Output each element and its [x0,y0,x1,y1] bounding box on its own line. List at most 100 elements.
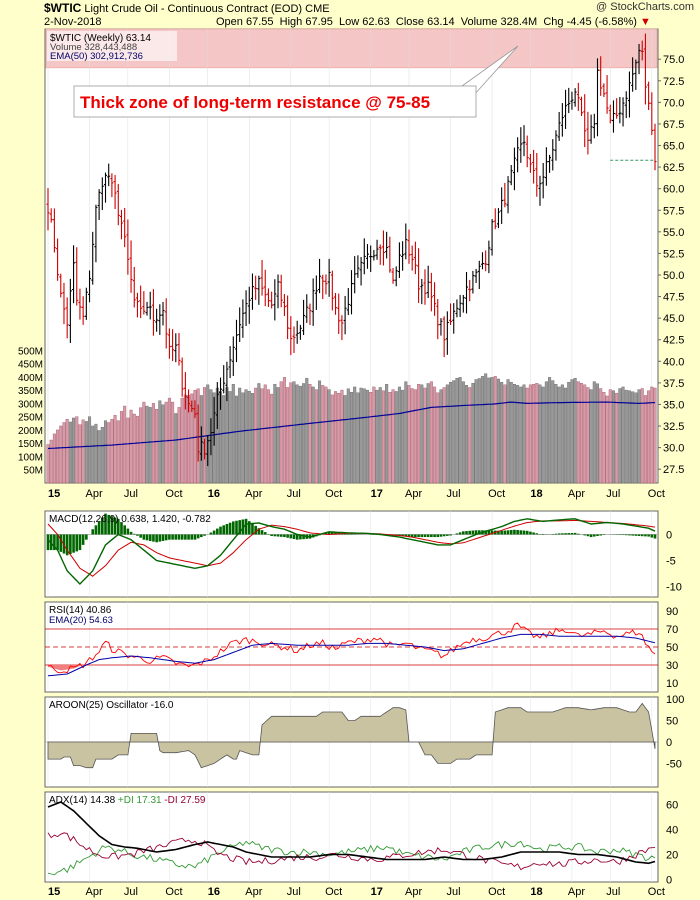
volume-bar [234,395,238,484]
volume-bar [512,384,516,484]
volume-bar [640,388,644,484]
macd-histogram-bar [244,518,248,535]
volume-bar [404,381,408,484]
price-bar [551,139,555,171]
x-axis-label: Jul [606,488,620,500]
macd-histogram-bar [525,530,529,535]
volume-bar [321,385,325,484]
adx-legend: ADX(14) 14.38 +DI 17.31 -DI 27.59 [49,795,206,806]
volume-bar [308,384,312,484]
legend-ema: EMA(50) 302,912,736 [50,51,143,62]
macd-histogram-bar [468,530,472,535]
volume-bar [52,433,56,484]
macd-histogram-bar [219,526,222,535]
volume-bar [570,379,574,484]
macd-histogram-bar [164,534,168,541]
volume-bar [583,384,587,484]
x-axis-label: Apr [245,488,262,500]
macd-histogram-bar [75,534,79,552]
x-axis-label: Oct [488,886,505,898]
macd-histogram-bar [490,530,494,535]
price-tick-label: 60.0 [663,184,684,196]
aroon-tick-label: 0 [666,737,672,749]
macd-histogram-bar [583,534,587,536]
price-bar [573,88,577,107]
price-bar [161,301,165,326]
price-bar [567,87,571,114]
macd-histogram-bar [91,529,95,535]
price-tick-label: 65.0 [663,141,684,153]
volume-bar [532,384,536,484]
macd-histogram-bar [401,534,404,537]
macd-histogram-bar [120,522,123,535]
price-bar [631,57,635,92]
volume-bar [330,394,334,484]
price-bar [560,103,564,137]
volume-bar [528,384,532,484]
volume-bar [298,385,302,484]
macd-histogram-bar [577,533,580,535]
price-bar [193,400,197,419]
high-label: High [279,16,303,28]
macd-histogram-bar [228,522,232,535]
macd-histogram-bar [439,534,443,537]
macd-histogram-bar [449,534,452,536]
macd-histogram-bar [404,534,408,537]
macd-histogram-bar [497,530,500,535]
macd-histogram-bar [168,534,171,540]
price-tick-label: 62.5 [663,162,684,174]
price-bar [375,239,379,260]
price-tick-label: 52.5 [663,248,684,260]
macd-histogram-bar [94,525,98,535]
price-bar [180,357,184,397]
price-bar [449,303,453,326]
price-bar [148,291,152,320]
macd-tick-label: -10 [666,582,682,594]
price-bar [298,324,302,340]
macd-histogram-bar [487,530,491,535]
volume-bar [263,384,267,484]
price-bar [618,97,622,124]
price-bar [461,294,465,313]
price-bar [91,231,95,285]
macd-histogram-bar [81,534,85,545]
price-bar [538,175,542,206]
volume-bar [59,425,63,484]
price-bar [65,297,69,339]
legend-volume: Volume 328,443,488 [50,42,137,53]
annotation-callout: Thick zone of long-term resistance @ 75-… [73,45,519,118]
close-label: Close [395,16,425,28]
volume-bar [177,407,181,484]
price-bar [266,288,270,308]
price-bar [356,255,360,278]
price-tick-label: 42.5 [663,335,684,347]
high-value: 67.95 [305,16,333,28]
price-tick-label: 75.0 [663,54,684,66]
price-bar [183,372,187,410]
macd-line [47,518,656,586]
price-bar [318,258,322,294]
price-bar [340,315,344,341]
macd-histogram-bar [46,534,50,551]
price-bar [429,272,433,312]
volume-bar [327,389,331,484]
price-bar [557,112,561,141]
volume-bar [631,391,635,484]
price-bar [119,209,123,240]
price-bar [410,245,414,271]
price-bar [423,269,427,305]
macd-histogram-bar [152,534,155,542]
volume-bar [324,386,328,484]
volume-bar [247,390,251,484]
price-bar [541,163,545,199]
volume-value: 328.4M [500,16,538,28]
volume-bar [349,392,354,484]
volume-bar [270,393,274,484]
price-bar [263,269,267,307]
volume-bar [228,391,232,484]
price-bar [532,149,536,184]
macd-histogram-bar [628,534,631,536]
macd-histogram-bar [417,534,420,538]
volume-bar [407,385,411,484]
